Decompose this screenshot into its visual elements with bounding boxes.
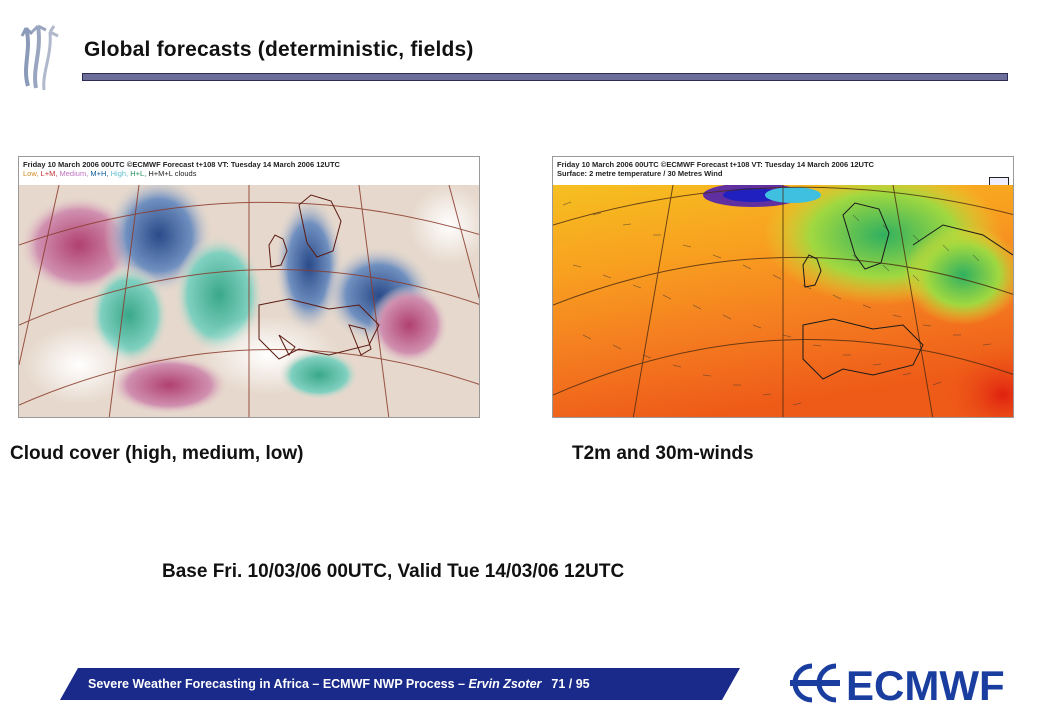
ecmwf-logo-text: ECMWF	[846, 662, 1005, 706]
ecmwf-swirl-logo-icon	[20, 24, 59, 91]
legend-low: Low,	[23, 169, 39, 178]
legend-all: H+M+L clouds	[148, 169, 197, 178]
map-header: Friday 10 March 2006 00UTC ©ECMWF Foreca…	[19, 157, 479, 185]
cloud-cover-map: Friday 10 March 2006 00UTC ©ECMWF Foreca…	[18, 156, 480, 418]
footer-author: Ervin Zsoter	[468, 677, 542, 691]
ecmwf-logo-icon: ECMWF	[790, 662, 1005, 706]
cloud-cover-caption: Cloud cover (high, medium, low)	[10, 443, 304, 464]
map-header-line2: Surface: 2 metre temperature / 30 Metres…	[557, 169, 723, 178]
footer-text: Severe Weather Forecasting in Africa – E…	[88, 677, 590, 691]
footer-main: Severe Weather Forecasting in Africa – E…	[88, 677, 469, 691]
temperature-wind-map: Friday 10 March 2006 00UTC ©ECMWF Foreca…	[552, 156, 1014, 418]
legend-medium: Medium,	[59, 169, 89, 178]
slide-title: Global forecasts (deterministic, fields)	[84, 38, 474, 61]
legend-low-medium: L+M,	[40, 169, 58, 178]
legend-high: High,	[110, 169, 129, 178]
legend-medium-high: M+H,	[90, 169, 109, 178]
map-header-legend: Low, L+M, Medium, M+H, High, H+L, H+M+L …	[23, 169, 476, 178]
temperature-field	[553, 185, 1013, 417]
footer-page-number: 71 / 95	[551, 677, 590, 691]
t2m-wind-caption: T2m and 30m-winds	[572, 443, 754, 464]
footer-bar	[60, 668, 740, 700]
cloud-cover-field	[19, 185, 479, 417]
map-header-line1: Friday 10 March 2006 00UTC ©ECMWF Foreca…	[23, 160, 340, 169]
title-underline-bar	[82, 73, 1008, 81]
base-valid-time: Base Fri. 10/03/06 00UTC, Valid Tue 14/0…	[162, 561, 625, 582]
legend-high-low: H+L,	[130, 169, 147, 178]
map-header: Friday 10 March 2006 00UTC ©ECMWF Foreca…	[553, 157, 1013, 185]
map-header-line1: Friday 10 March 2006 00UTC ©ECMWF Foreca…	[557, 160, 874, 169]
